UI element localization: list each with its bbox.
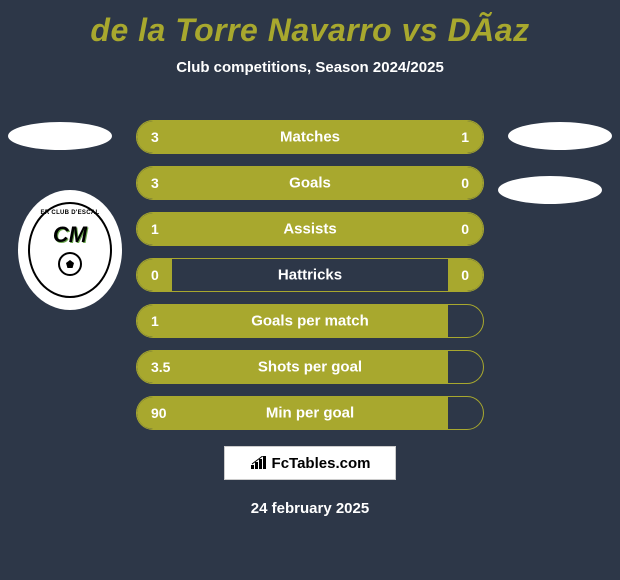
stat-label: Shots per goal <box>258 359 362 376</box>
right-club-ellipse <box>498 176 602 204</box>
stat-left-value: 1 <box>151 221 159 237</box>
club-badge-letters: CM <box>53 222 87 248</box>
stat-left-value: 3 <box>151 129 159 145</box>
stat-left-value: 1 <box>151 313 159 329</box>
stat-left-value: 3.5 <box>151 359 170 375</box>
stat-row: 1 Goals per match <box>136 304 484 338</box>
club-badge: ER CLUB D'ESCAL CM <box>28 202 112 298</box>
stat-label: Goals per match <box>251 313 369 330</box>
stat-label: Goals <box>289 175 331 192</box>
stat-row: 3 0 Goals <box>136 166 484 200</box>
brand-text: FcTables.com <box>272 455 371 472</box>
stat-left-fill <box>137 121 397 153</box>
stat-left-fill <box>137 167 407 199</box>
stat-left-value: 0 <box>151 267 159 283</box>
stat-label: Assists <box>283 221 336 238</box>
stat-left-fill <box>137 213 407 245</box>
date-label: 24 february 2025 <box>251 500 369 517</box>
stat-row: 0 0 Hattricks <box>136 258 484 292</box>
right-player-ellipse <box>508 122 612 150</box>
stat-right-fill <box>397 121 484 153</box>
stat-row: 3.5 Shots per goal <box>136 350 484 384</box>
stat-right-value: 1 <box>461 129 469 145</box>
stat-label: Hattricks <box>278 267 342 284</box>
stat-left-value: 90 <box>151 405 167 421</box>
club-badge-text: ER CLUB D'ESCAL <box>41 210 100 216</box>
stat-right-fill <box>407 167 483 199</box>
stat-right-fill <box>407 213 483 245</box>
stats-container: 3 1 Matches 3 0 Goals 1 0 Assists 0 0 Hattricks 1 Goa… <box>136 120 484 442</box>
soccer-ball-icon <box>58 252 82 276</box>
page-title: de la Torre Navarro vs DÃ­az <box>0 0 620 49</box>
brand-badge[interactable]: FcTables.com <box>224 446 396 480</box>
stat-row: 90 Min per goal <box>136 396 484 430</box>
stat-label: Min per goal <box>266 405 354 422</box>
stat-right-value: 0 <box>461 221 469 237</box>
page-subtitle: Club competitions, Season 2024/2025 <box>0 59 620 76</box>
left-player-ellipse <box>8 122 112 150</box>
stat-row: 3 1 Matches <box>136 120 484 154</box>
chart-icon <box>250 456 268 470</box>
stat-label: Matches <box>280 129 340 146</box>
left-club-logo: ER CLUB D'ESCAL CM <box>18 190 122 310</box>
stat-left-value: 3 <box>151 175 159 191</box>
stat-right-value: 0 <box>461 175 469 191</box>
stat-row: 1 0 Assists <box>136 212 484 246</box>
stat-right-value: 0 <box>461 267 469 283</box>
